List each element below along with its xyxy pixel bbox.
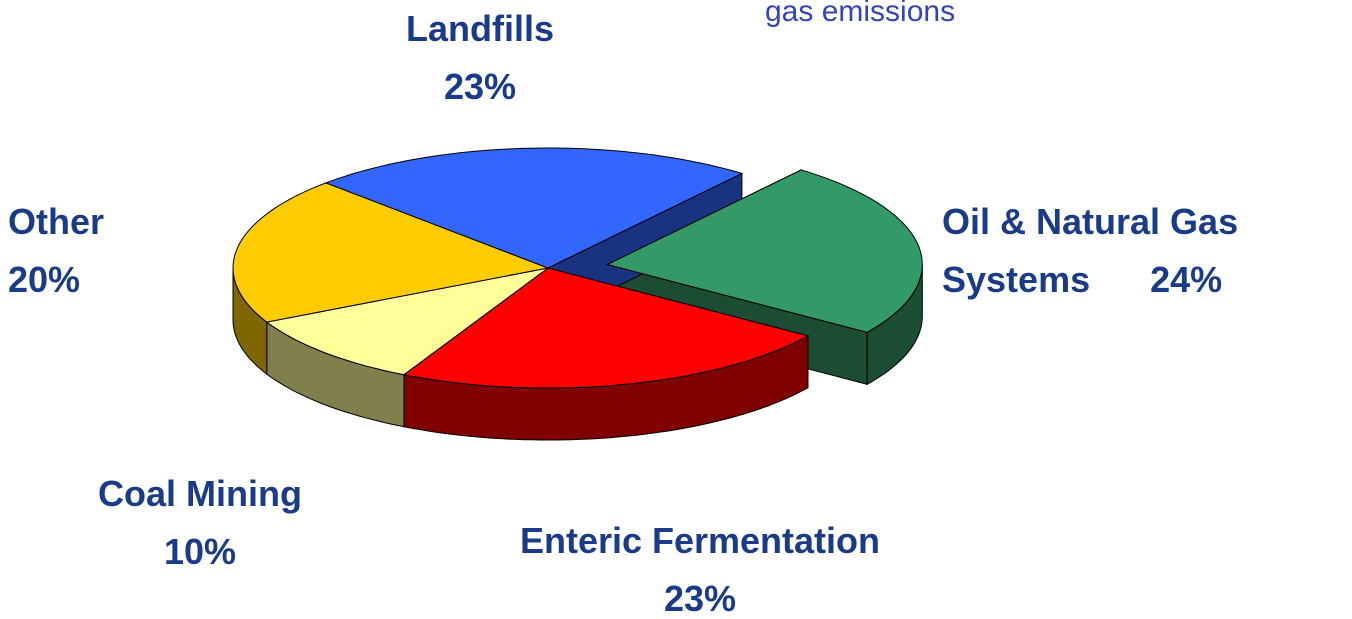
slice-label: Landfills 23% bbox=[330, 0, 630, 116]
slice-label: Enteric Fermentation 23% bbox=[460, 512, 940, 619]
slice-label: Other 20% bbox=[8, 193, 208, 309]
value-label: 23% bbox=[663, 578, 737, 619]
category-label: Other bbox=[8, 201, 105, 242]
category-label: Landfills bbox=[405, 8, 554, 49]
category-label: Oil & Natural Gas Systems bbox=[942, 201, 1239, 300]
slice bbox=[232, 182, 550, 323]
slice bbox=[324, 147, 744, 269]
value-label: 24% bbox=[1150, 259, 1223, 300]
value-label: 20% bbox=[8, 259, 81, 300]
slice-label: Oil & Natural Gas Systems 24% bbox=[942, 193, 1352, 309]
category-label: Coal Mining bbox=[98, 473, 302, 514]
value-label: 10% bbox=[163, 531, 237, 572]
slice bbox=[402, 267, 810, 389]
annotation: gas emissions bbox=[765, 0, 956, 28]
slice bbox=[605, 169, 923, 333]
category-label: Enteric Fermentation bbox=[519, 520, 881, 561]
slice bbox=[265, 267, 549, 376]
slice-label: Coal Mining 10% bbox=[40, 465, 360, 581]
value-label: 23% bbox=[443, 66, 517, 107]
